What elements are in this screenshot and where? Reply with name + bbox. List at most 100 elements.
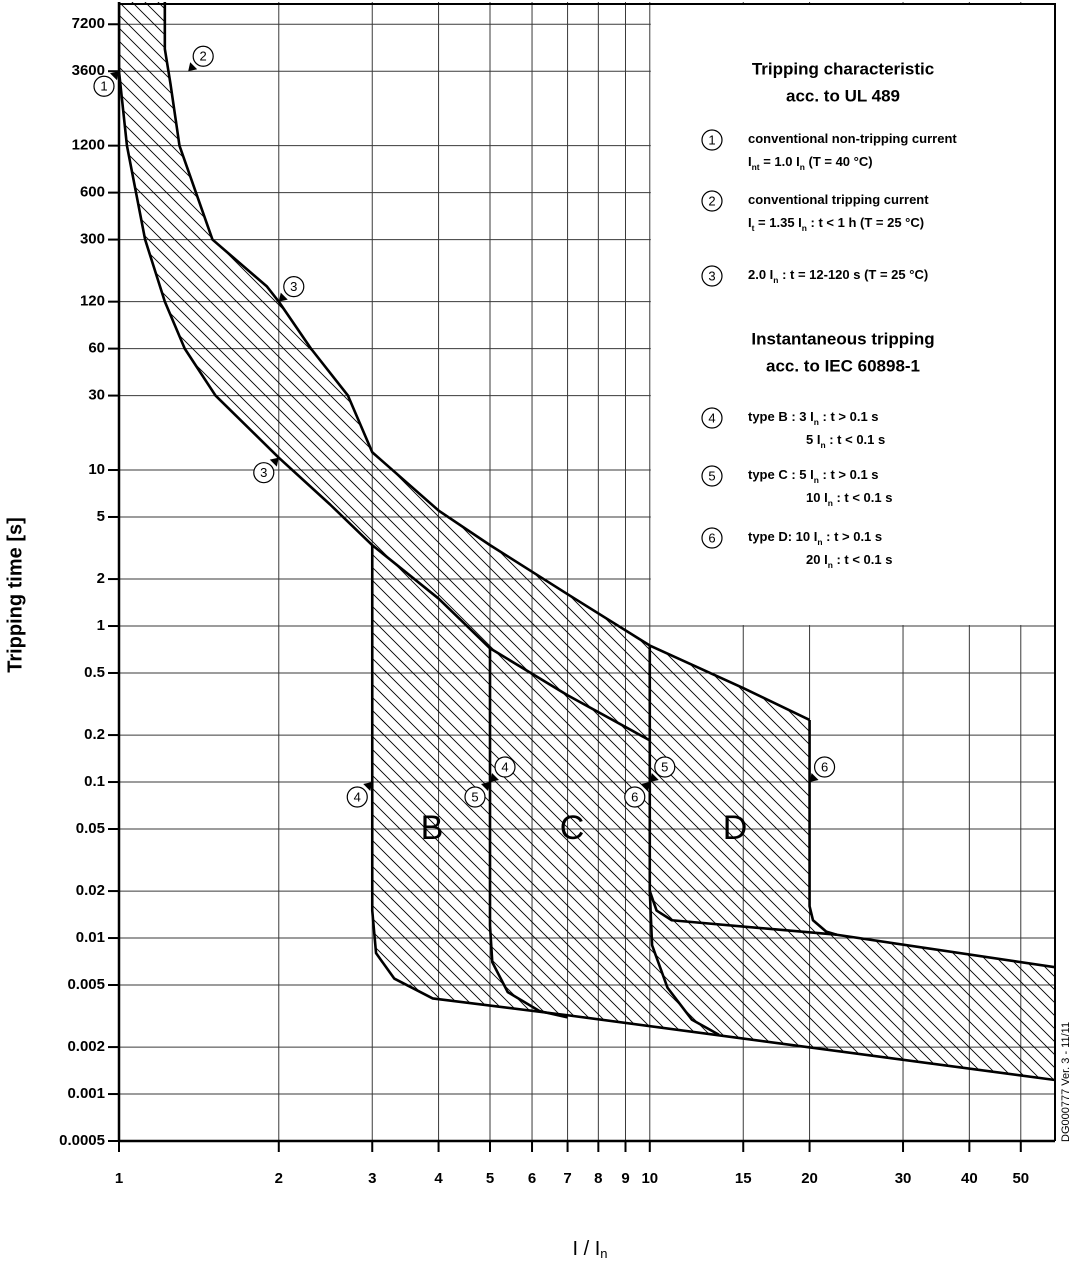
y-tick-label: 0.02 <box>76 882 105 899</box>
legend-heading: Tripping characteristic <box>752 59 934 78</box>
x-tick-label: 30 <box>895 1170 912 1187</box>
legend-circle <box>701 407 723 429</box>
marker-wedge <box>809 773 819 783</box>
legend-text: 20 In : t < 0.1 s <box>806 552 892 570</box>
marker-wedge <box>269 457 279 467</box>
x-tick-label: 7 <box>563 1170 571 1187</box>
y-tick-label: 30 <box>88 387 105 404</box>
subscript: n <box>817 537 822 547</box>
legend-text: 10 In : t < 0.1 s <box>806 490 892 508</box>
legend-text: type C : 5 In : t > 0.1 s <box>748 467 879 485</box>
subscript: n <box>828 498 833 508</box>
text-part: 2.0 I <box>748 267 773 282</box>
y-tick-label: 600 <box>80 184 105 201</box>
y-tick-label: 1 <box>97 617 105 634</box>
legend-text: type D: 10 In : t > 0.1 s <box>748 529 882 547</box>
legend-number: 3 <box>708 268 715 283</box>
legend-text: type B : 3 In : t > 0.1 s <box>748 409 879 427</box>
legend-number: 1 <box>708 132 715 147</box>
trip-curve <box>488 648 568 1019</box>
text-part: type C : 5 I <box>748 467 814 482</box>
subscript: t <box>752 223 755 233</box>
x-tick-label: 15 <box>735 1170 752 1187</box>
y-tick-label: 60 <box>88 340 105 357</box>
x-tick-label: 3 <box>368 1170 376 1187</box>
x-tick-label: 1 <box>115 1170 123 1187</box>
text-part: : t = 12-120 s (T = 25 °C) <box>778 267 928 282</box>
text-part: 20 I <box>806 552 828 567</box>
text-part: type D: 10 I <box>748 529 817 544</box>
marker-circle <box>813 756 836 778</box>
legend-text: 2.0 In : t = 12-120 s (T = 25 °C) <box>748 267 928 285</box>
version-note: DG000777 Ver. 3 - 11/11 <box>1060 1022 1071 1142</box>
y-tick-label: 120 <box>80 293 105 310</box>
legend-circle <box>701 265 723 287</box>
subscript: n <box>814 417 819 427</box>
trip-curve <box>808 719 838 936</box>
marker-wedge <box>110 71 119 81</box>
trip-curve <box>163 2 811 722</box>
text-part: : t > 0.1 s <box>823 529 883 544</box>
legend-circle <box>701 465 723 487</box>
marker-wedge <box>188 62 198 72</box>
trip-curve <box>648 645 720 1036</box>
x-tick-label: 20 <box>801 1170 818 1187</box>
marker-wedge <box>649 773 659 783</box>
marker-wedge <box>278 292 288 302</box>
x-tick-label: 10 <box>641 1170 658 1187</box>
y-axis-title: Tripping time [s] <box>4 517 26 673</box>
legend-text: conventional non-tripping current <box>748 131 957 146</box>
legend-circle <box>701 190 723 212</box>
marker-label: 5 <box>471 789 478 804</box>
legend-heading: Instantaneous tripping <box>751 329 934 348</box>
y-tick-label: 0.05 <box>76 820 105 837</box>
marker-label: 3 <box>260 465 267 480</box>
trip-curve <box>370 545 1055 1082</box>
marker-circle <box>192 45 214 67</box>
x-tick-label: 50 <box>1012 1170 1029 1187</box>
marker-label: 4 <box>501 759 508 774</box>
marker-wedge <box>490 773 500 783</box>
marker-label: 6 <box>631 789 638 804</box>
marker-label: 2 <box>200 49 207 64</box>
y-tick-label: 0.002 <box>67 1038 105 1055</box>
subscript: n <box>820 440 825 450</box>
zone-label: D <box>723 809 748 847</box>
subscript: n <box>802 223 807 233</box>
legend-heading: acc. to IEC 60898-1 <box>766 356 920 375</box>
marker-label: 4 <box>354 789 361 804</box>
text-part: 5 I <box>806 432 820 447</box>
y-tick-label: 7200 <box>72 15 105 32</box>
legend-number: 5 <box>708 468 715 483</box>
hatched-area <box>119 2 1055 1081</box>
y-tick-label: 2 <box>97 570 105 587</box>
trip-curve <box>648 890 1055 969</box>
marker-circle <box>253 462 275 484</box>
x-axis-title: I / In <box>572 1238 607 1261</box>
legend-circle <box>701 129 723 151</box>
legend-number: 4 <box>708 410 715 425</box>
text-part: : t > 0.1 s <box>819 409 879 424</box>
marker-circle <box>624 786 646 808</box>
text-part: (T = 40 °C) <box>805 154 873 169</box>
plot-area <box>119 2 1055 1082</box>
subscript: n <box>800 162 805 172</box>
legend-text: It = 1.35 In : t < 1 h (T = 25 °C) <box>748 215 924 233</box>
trip-curve <box>119 2 651 742</box>
y-tick-label: 0.0005 <box>59 1132 105 1149</box>
y-tick-label: 1200 <box>72 137 105 154</box>
text-part: = 1.0 I <box>760 154 800 169</box>
y-tick-label: 0.1 <box>84 773 105 790</box>
y-tick-label: 0.2 <box>84 726 105 743</box>
text-part: conventional non-tripping current <box>748 131 957 146</box>
marker-circle <box>464 786 486 808</box>
zone-label: C <box>560 809 585 847</box>
y-tick-label: 300 <box>80 231 105 248</box>
y-tick-label: 0.01 <box>76 929 105 946</box>
text-part: = 1.35 I <box>754 215 801 230</box>
text-part: : t > 0.1 s <box>819 467 879 482</box>
text-part: 10 I <box>806 490 828 505</box>
x-tick-label: 2 <box>275 1170 283 1187</box>
legend-area <box>650 3 1054 626</box>
